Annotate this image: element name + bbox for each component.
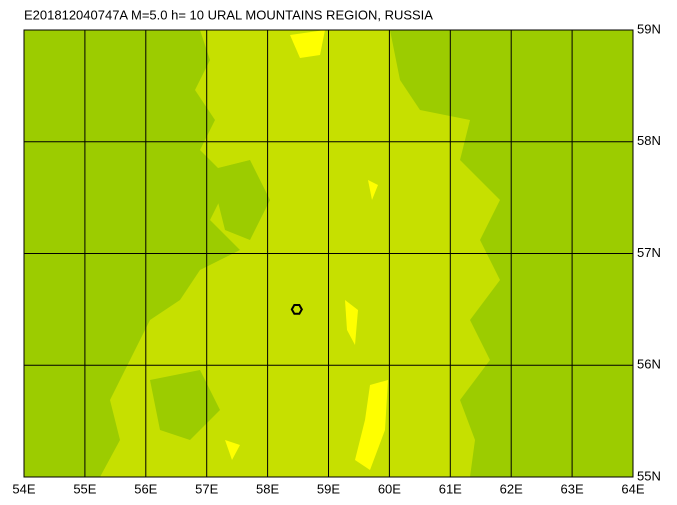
y-tick-label: 59N — [637, 21, 661, 36]
x-tick-label: 60E — [378, 481, 401, 496]
y-tick-label: 56N — [637, 357, 661, 372]
x-tick-label: 61E — [439, 481, 462, 496]
x-tick-label: 54E — [12, 481, 35, 496]
x-tick-label: 62E — [500, 481, 523, 496]
x-tick-label: 59E — [317, 481, 340, 496]
y-tick-label: 58N — [637, 133, 661, 148]
x-tick-label: 55E — [73, 481, 96, 496]
y-tick-label: 57N — [637, 245, 661, 260]
x-tick-label: 58E — [256, 481, 279, 496]
x-tick-label: 63E — [561, 481, 584, 496]
y-tick-label: 55N — [637, 468, 661, 483]
map-title: E201812040747A M=5.0 h= 10 URAL MOUNTAIN… — [24, 7, 433, 22]
epicenter-marker — [290, 304, 303, 315]
x-tick-label: 64E — [621, 481, 644, 496]
x-tick-label: 56E — [134, 481, 157, 496]
x-tick-label: 57E — [195, 481, 218, 496]
